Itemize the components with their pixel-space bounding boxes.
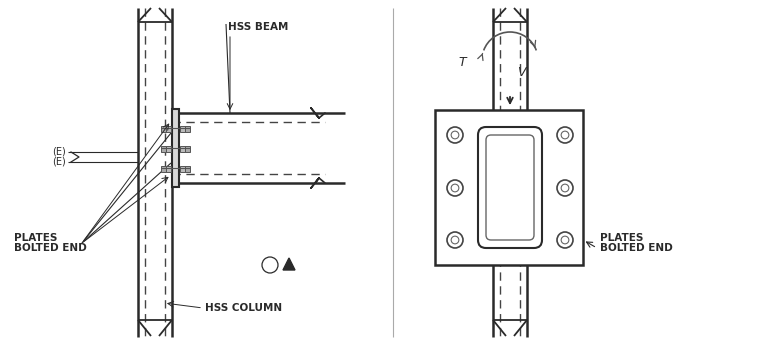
Text: BOLTED END: BOLTED END [14,243,87,253]
Text: T: T [458,56,466,69]
Bar [166,146,171,152]
Bar [161,126,166,132]
Bar [166,166,171,172]
Polygon shape [283,258,295,270]
Bar [180,146,185,152]
Bar [185,146,190,152]
Bar [180,126,185,132]
Text: HSS COLUMN: HSS COLUMN [205,303,282,313]
Bar [180,166,185,172]
Text: (E): (E) [52,147,66,157]
FancyBboxPatch shape [486,135,534,240]
Text: HSS BEAM: HSS BEAM [228,22,288,32]
Text: (E): (E) [52,157,66,167]
Bar [172,109,179,187]
Bar [161,166,166,172]
Text: V: V [517,67,525,79]
Bar [185,126,190,132]
Bar [161,146,166,152]
Bar [435,110,583,265]
FancyBboxPatch shape [478,127,542,248]
Bar [166,126,171,132]
Text: BOLTED END: BOLTED END [600,243,673,253]
Text: PLATES: PLATES [600,233,644,243]
Bar [185,166,190,172]
Text: PLATES: PLATES [14,233,58,243]
